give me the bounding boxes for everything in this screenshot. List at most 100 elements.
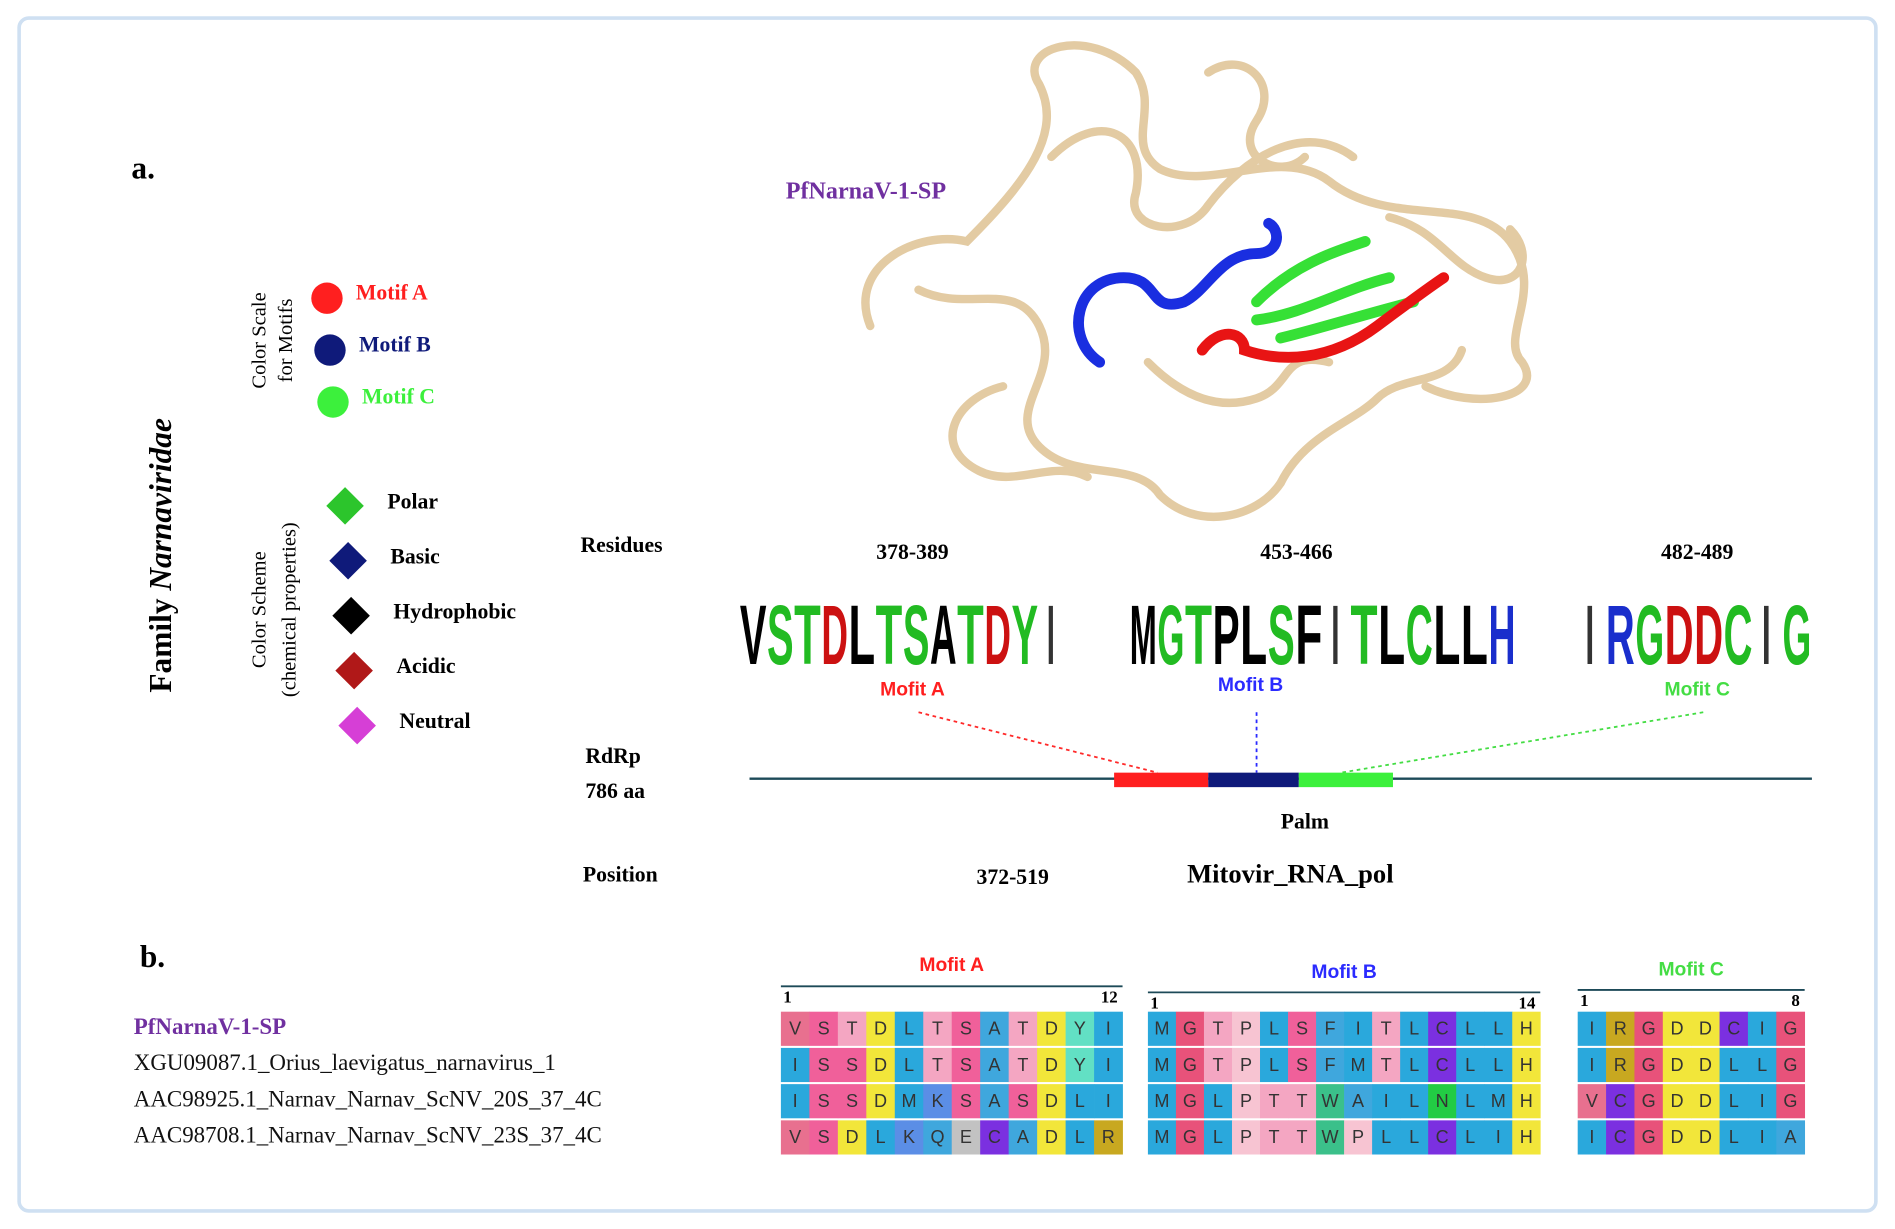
alignment-residue: S (960, 1055, 972, 1075)
logo-letter: F (1295, 588, 1322, 682)
alignment-residue: S (846, 1091, 858, 1111)
alignment-cell (1428, 1120, 1457, 1155)
alignment-cell (1037, 1011, 1066, 1046)
logo-letter: R (1606, 588, 1635, 682)
alignment-cell (980, 1120, 1010, 1155)
alignment-cell (1512, 1011, 1541, 1046)
logo-letter: L (1240, 588, 1267, 682)
logo-letter: L (1433, 588, 1460, 682)
alignment-residue: H (1520, 1127, 1533, 1147)
alignment-cell (1456, 1084, 1485, 1119)
alignment-residue: L (1381, 1127, 1391, 1147)
alignment-cell (1400, 1047, 1429, 1083)
alignment-residue: G (1183, 1091, 1197, 1111)
alignment-residue: C (1436, 1055, 1449, 1075)
alignment-residue: A (1352, 1091, 1365, 1111)
alignment-cell (1691, 1084, 1720, 1119)
logo-letter: S (1268, 588, 1295, 682)
alignment-cell (1147, 1047, 1177, 1083)
alignment-residue: C (1436, 1019, 1449, 1039)
legend-label: Motif C (362, 384, 435, 408)
alignment-residue: L (1465, 1019, 1475, 1039)
connector (1340, 711, 1704, 774)
alignment-residue: L (1757, 1055, 1767, 1075)
alignment-residue: A (1017, 1127, 1030, 1147)
alignment-residue: L (1409, 1091, 1419, 1111)
alignment-residue: L (1213, 1127, 1223, 1147)
alignment-cell (780, 1047, 810, 1083)
sequence-name: AAC98925.1_Narnav_Narnav_ScNV_20S_37_4C (134, 1086, 602, 1111)
alignment-cell (1372, 1084, 1401, 1119)
alignment-cell (980, 1047, 1010, 1083)
legend-marker (329, 541, 367, 580)
alignment-residue: I (1356, 1019, 1361, 1039)
logo-letter: H (1489, 588, 1516, 682)
alignment-cell (951, 1084, 981, 1119)
alignment-cell (1484, 1120, 1513, 1155)
rdrp-length: 786 aa (585, 779, 645, 803)
alignment-residue: G (1642, 1127, 1656, 1147)
alignment-cell (1400, 1084, 1429, 1119)
alignment-residue: P (1240, 1091, 1252, 1111)
alignment-cell (1094, 1120, 1123, 1155)
logo-letter: D (1665, 588, 1694, 682)
legend-marker (338, 706, 376, 745)
motif-a-segment (1114, 772, 1209, 788)
alignment-cell (1065, 1120, 1095, 1155)
logo-letter: D (1694, 588, 1723, 682)
logo-letter: V (740, 588, 767, 682)
alignment-cell (1776, 1047, 1806, 1083)
alignment-cell (1512, 1084, 1541, 1119)
alignment-cell (1260, 1120, 1289, 1155)
logo-letter: G (1635, 588, 1664, 682)
alignment-cell (1484, 1011, 1513, 1046)
alignment-cell (1316, 1047, 1345, 1083)
alignment-cell (1606, 1047, 1635, 1083)
alignment-cell (1008, 1047, 1038, 1083)
alignment-residue: G (1783, 1091, 1797, 1111)
alignment-residue: I (1106, 1055, 1111, 1075)
alignment-residue: S (960, 1091, 972, 1111)
alignment-residue: Q (930, 1127, 944, 1147)
alignment-residue: A (1784, 1127, 1797, 1147)
alignment-cell (1662, 1120, 1692, 1155)
alignment-cell (1634, 1047, 1664, 1083)
legend-label: Hydrophobic (393, 599, 516, 623)
logo-letter: L (1461, 588, 1488, 682)
panel-label: b. (140, 939, 165, 974)
alignment-residue: I (1760, 1127, 1765, 1147)
alignment-cell (1203, 1120, 1233, 1155)
alignment-residue: D (1699, 1127, 1712, 1147)
alignment-residue: T (847, 1019, 858, 1039)
alignment-residue: D (1670, 1091, 1683, 1111)
alignment-residue: S (818, 1127, 830, 1147)
block-title: Mofit C (1658, 960, 1723, 981)
alignment-residue: D (1670, 1019, 1683, 1039)
alignment-cell (1634, 1120, 1664, 1155)
alignment-residue: I (1589, 1019, 1594, 1039)
alignment-residue: S (818, 1055, 830, 1075)
alignment-cell (1260, 1011, 1289, 1046)
alignment-cell (1288, 1120, 1317, 1155)
alignment-cell (837, 1011, 867, 1046)
family-name: Narnaviridae (143, 418, 178, 592)
logo-letter: C (1406, 588, 1433, 682)
residue-range: 378-389 (876, 540, 949, 564)
motif-label: Mofit A (880, 680, 945, 701)
alignment-cell (1691, 1120, 1720, 1155)
motif-b-segment (1208, 772, 1299, 788)
alignment-residue: F (1325, 1055, 1336, 1075)
legend-marker (314, 334, 346, 366)
alignment-residue: P (1240, 1055, 1252, 1075)
block-title: Mofit A (919, 955, 984, 976)
alignment-cell (866, 1120, 896, 1155)
alignment-residue: T (1212, 1019, 1223, 1039)
sequence-name: AAC98708.1_Narnav_Narnav_ScNV_23S_37_4C (134, 1123, 602, 1148)
alignment-residue: S (818, 1019, 830, 1039)
logo-letter: I (1331, 588, 1339, 682)
logo-letter: T (1351, 588, 1378, 682)
alignment-cell (1094, 1047, 1123, 1083)
alignment-residue: S (818, 1091, 830, 1111)
alignment-residue: I (793, 1091, 798, 1111)
alignment-cell (1065, 1011, 1095, 1046)
